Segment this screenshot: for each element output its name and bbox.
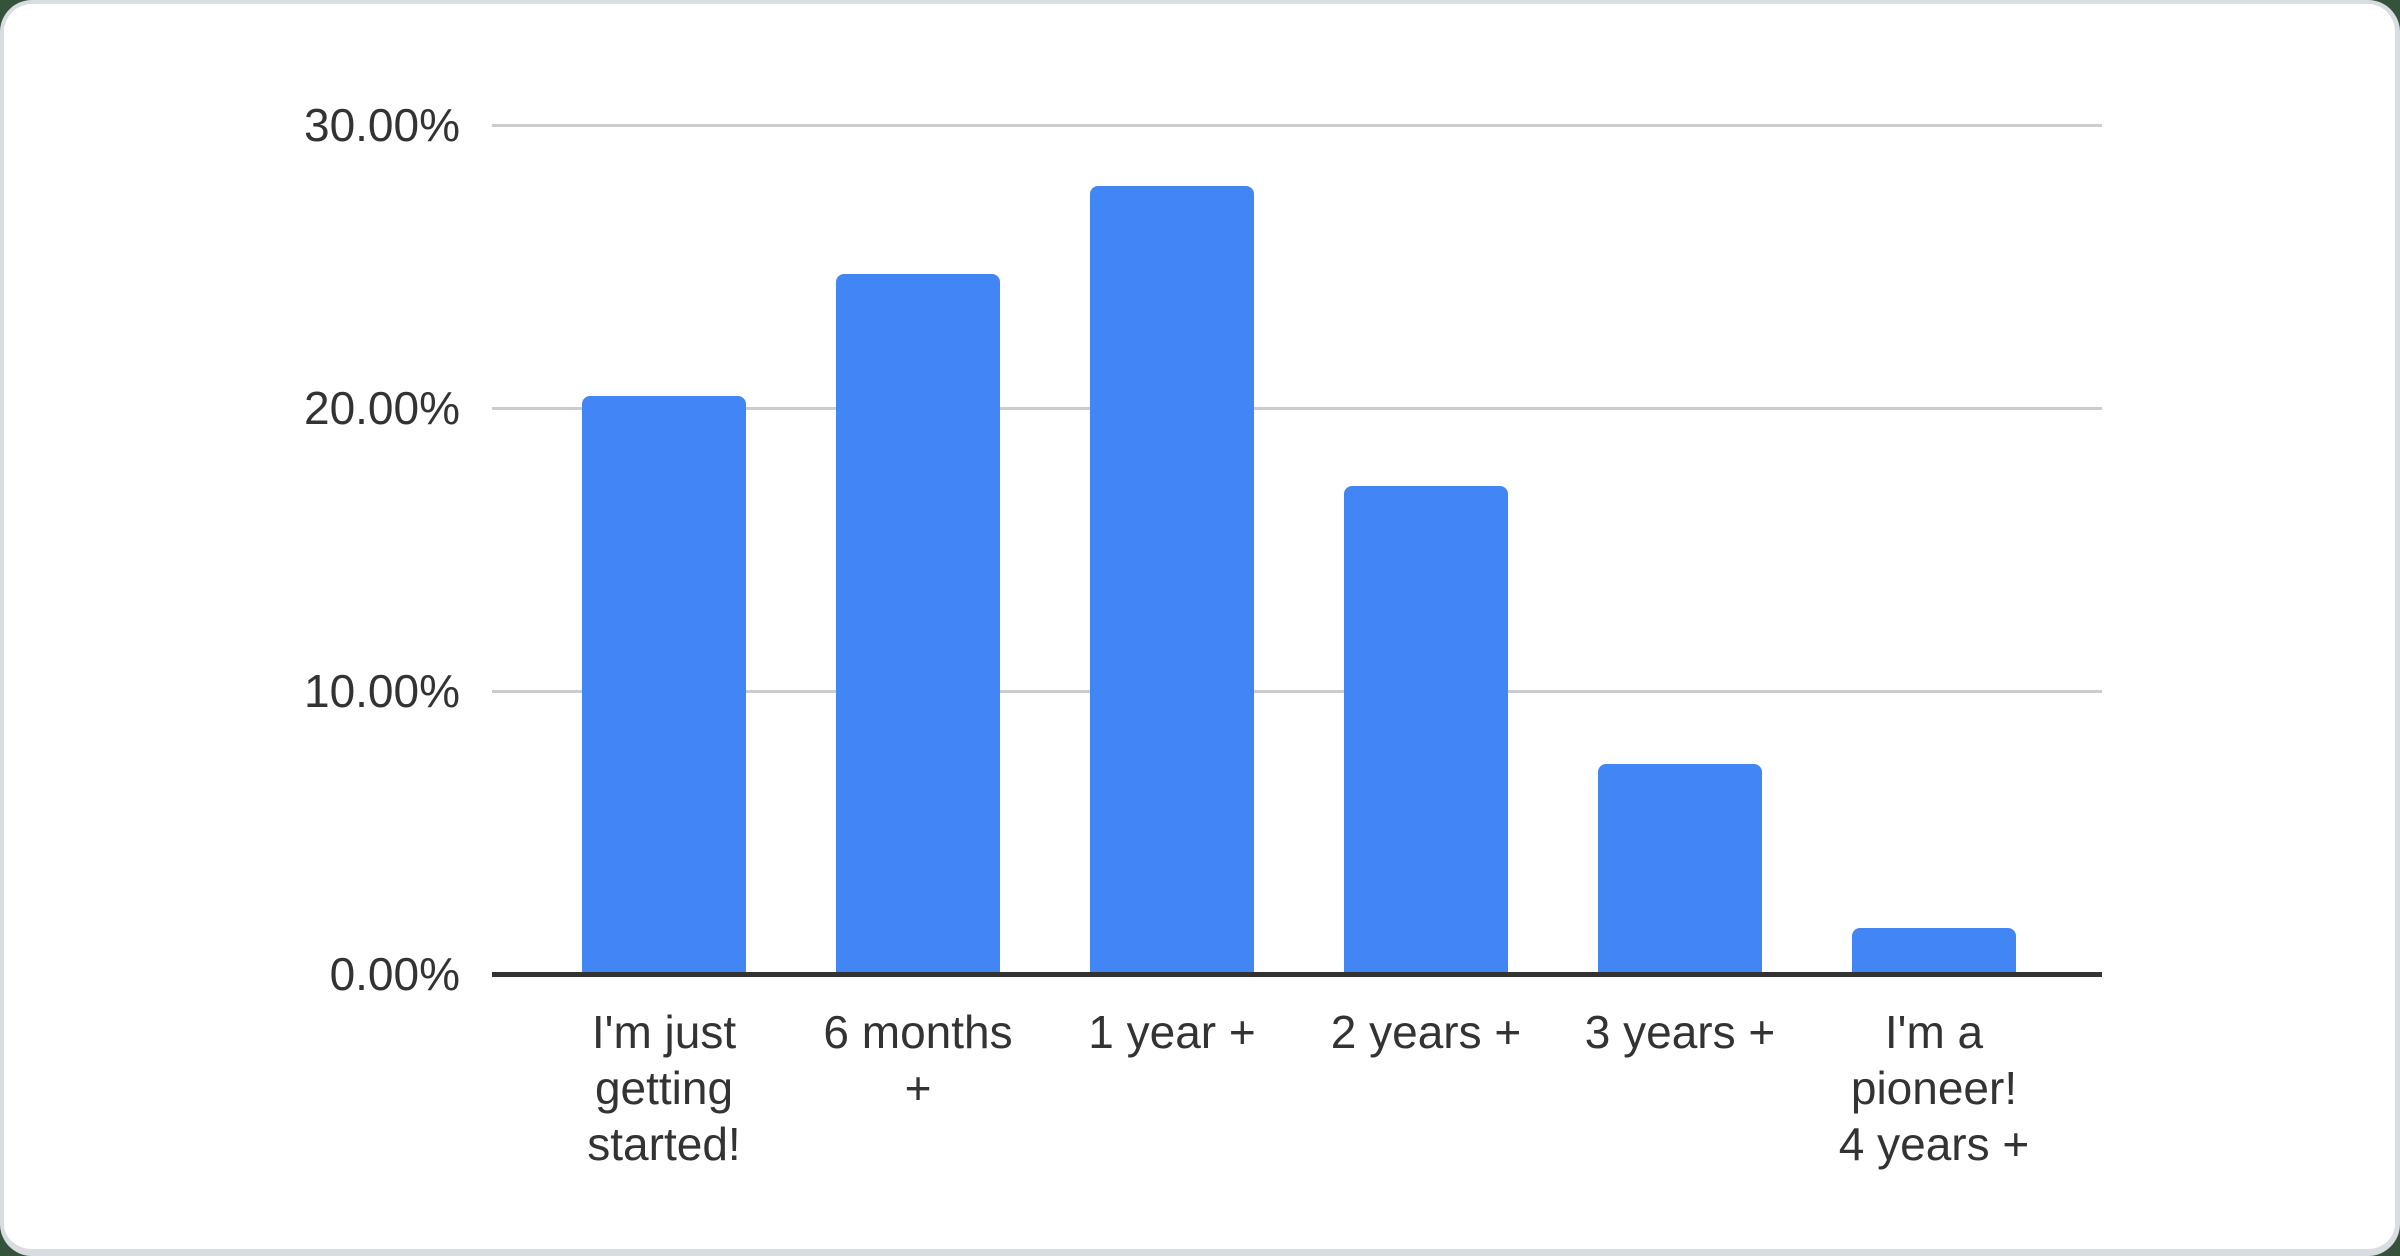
x-axis-category-label-line: + — [904, 1062, 932, 1114]
y-axis-tick-label: 10.00% — [303, 665, 460, 717]
x-axis-category-label-line: started! — [587, 1118, 741, 1170]
bar[interactable] — [1090, 186, 1254, 976]
x-axis-category-label-line: I'm just — [591, 1006, 737, 1058]
x-axis-category-label-line: 4 years + — [1838, 1118, 2030, 1170]
x-axis-category-label: 3 years + — [1530, 1004, 1830, 1060]
gridline — [492, 690, 2102, 693]
x-axis-category-label-line: 1 year + — [1088, 1006, 1256, 1058]
x-axis-category-label: I'm just getting started! — [514, 1004, 814, 1172]
x-axis-category-label-line: pioneer! — [1850, 1062, 2018, 1114]
x-axis-category-label: 6 months + — [768, 1004, 1068, 1116]
bar[interactable] — [1852, 928, 2016, 976]
x-axis-category-label-line: 6 months — [823, 1006, 1013, 1058]
x-axis-line — [492, 972, 2102, 977]
bar-chart: 0.00% 10.00% 20.00% 30.00% I'm just getting s… — [4, 4, 2395, 1249]
gridline — [492, 407, 2102, 410]
x-axis-category-label: I'm a pioneer! 4 years + — [1784, 1004, 2084, 1172]
y-axis-tick-label: 0.00% — [329, 948, 460, 1000]
gridline — [492, 124, 2102, 127]
bar[interactable] — [1598, 764, 1762, 976]
x-axis-category-label: 1 year + — [1022, 1004, 1322, 1060]
bar[interactable] — [1344, 486, 1508, 976]
x-axis-category-label-line: 2 years + — [1330, 1006, 1522, 1058]
x-axis-category-label-line: 3 years + — [1584, 1006, 1776, 1058]
x-axis-category-label-line: getting — [594, 1062, 734, 1114]
bar[interactable] — [836, 274, 1000, 976]
y-axis-tick-label: 30.00% — [303, 99, 460, 151]
y-axis-tick-label: 20.00% — [303, 382, 460, 434]
x-axis-category-label-line: I'm a — [1884, 1006, 1984, 1058]
bar[interactable] — [582, 396, 746, 976]
x-axis-category-label: 2 years + — [1276, 1004, 1576, 1060]
